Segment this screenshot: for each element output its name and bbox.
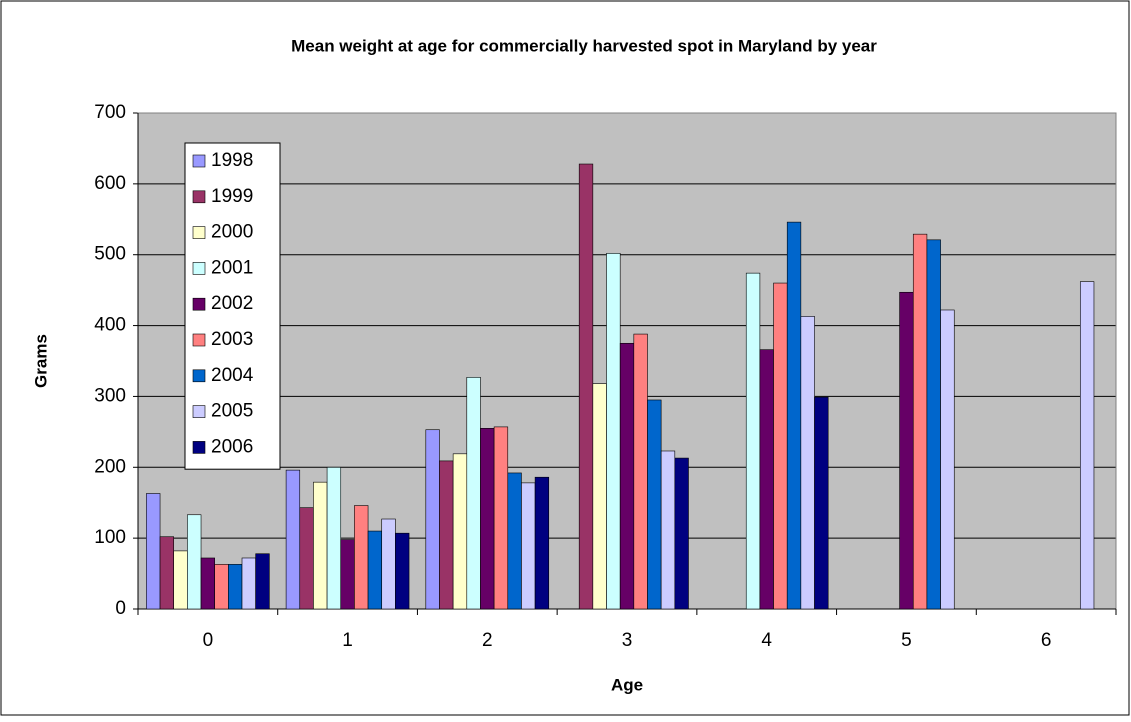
- bar: [425, 429, 440, 610]
- bar: [619, 342, 635, 610]
- bar: [285, 469, 301, 610]
- legend-swatch: [192, 262, 206, 275]
- x-tick-label: 4: [761, 630, 772, 651]
- bar: [367, 530, 383, 610]
- legend-label: 2005: [211, 401, 253, 422]
- x-tick-label: 0: [203, 630, 214, 651]
- legend-label: 2004: [211, 365, 254, 386]
- x-tick-label: 1: [342, 630, 353, 651]
- bar: [493, 426, 509, 610]
- legend-swatch: [192, 333, 206, 347]
- bar: [899, 291, 914, 610]
- bar: [395, 532, 410, 610]
- y-tick-label: 0: [115, 598, 126, 619]
- bar: [660, 450, 676, 610]
- bar: [507, 472, 522, 610]
- bar: [912, 233, 928, 610]
- bar: [200, 557, 215, 610]
- bar: [1079, 281, 1095, 610]
- legend-label: 2002: [211, 293, 253, 314]
- bar: [745, 272, 761, 610]
- bar: [255, 553, 270, 610]
- y-tick-label: 200: [94, 456, 126, 477]
- legend-label: 1999: [211, 186, 253, 207]
- x-tick-label: 6: [1041, 630, 1052, 651]
- bar: [173, 550, 188, 610]
- bar: [326, 466, 342, 610]
- x-tick-label: 3: [622, 630, 633, 651]
- y-tick-label: 700: [94, 102, 126, 123]
- bar: [592, 383, 607, 610]
- legend-label: 2000: [211, 222, 253, 243]
- bar: [466, 376, 481, 610]
- bar: [241, 557, 256, 610]
- x-tick-label: 2: [482, 630, 493, 651]
- x-axis-label: Age: [611, 675, 643, 694]
- legend-label: 2006: [211, 436, 253, 457]
- legend-label: 2003: [211, 329, 253, 350]
- bar: [647, 399, 662, 610]
- y-tick-label: 400: [94, 315, 126, 336]
- bar: [439, 460, 454, 610]
- legend-label: 1998: [211, 150, 253, 171]
- bar: [228, 564, 243, 610]
- bar: [146, 493, 161, 610]
- bar: [354, 505, 369, 610]
- bar: [674, 457, 689, 610]
- legend-swatch: [192, 405, 206, 418]
- bar: [800, 316, 815, 610]
- bar: [214, 564, 229, 610]
- legend-swatch: [192, 190, 206, 204]
- legend-swatch: [192, 369, 206, 383]
- y-axis-label: Grams: [31, 334, 50, 388]
- bar: [187, 514, 202, 610]
- bar: [381, 518, 396, 610]
- bar: [773, 282, 788, 610]
- bar: [299, 507, 314, 610]
- bar: [759, 349, 774, 610]
- bar: [480, 428, 495, 610]
- bar: [926, 239, 941, 610]
- y-tick-label: 100: [94, 527, 126, 548]
- bar: [534, 476, 550, 610]
- bar: [578, 163, 594, 610]
- legend-swatch: [192, 226, 206, 239]
- y-tick-label: 600: [94, 173, 126, 194]
- legend-label: 2001: [211, 257, 253, 278]
- bar: [340, 539, 355, 610]
- bar: [786, 221, 802, 610]
- bar: [814, 396, 829, 610]
- y-tick-label: 300: [94, 385, 126, 406]
- y-tick-label: 500: [94, 244, 126, 265]
- bar: [606, 252, 621, 610]
- bar: [940, 309, 955, 610]
- bar: [452, 453, 468, 610]
- x-tick-label: 5: [901, 630, 912, 651]
- legend-swatch: [192, 297, 206, 311]
- bar: [633, 333, 648, 610]
- bar: [313, 481, 328, 610]
- legend-swatch: [192, 441, 206, 454]
- bar: [521, 482, 536, 610]
- chart-title: Mean weight at age for commercially harv…: [291, 36, 877, 55]
- bar: [159, 536, 175, 610]
- legend-swatch: [192, 154, 206, 168]
